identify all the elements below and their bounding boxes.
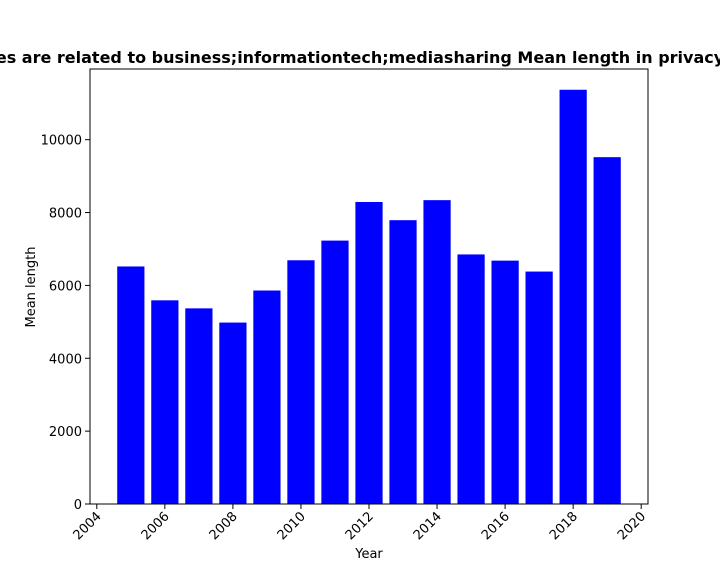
bar-2016 [491,260,519,504]
x-tick-label: 2006 [139,509,173,543]
bar-2008 [219,322,247,504]
bar-2009 [253,290,281,504]
bar-2005 [117,266,145,504]
y-tick-label: 2000 [49,425,82,440]
x-tick-label: 2016 [479,509,513,543]
y-tick-label: 0 [74,498,82,513]
bar-2018 [559,89,587,505]
bar-2012 [355,201,383,505]
y-tick-label: 8000 [49,207,82,222]
y-tick-label: 10000 [41,134,82,149]
bar-2007 [185,308,213,504]
x-tick-label: 2014 [411,509,445,543]
y-axis-ticks: 0 2000 4000 6000 8000 10000 [41,134,90,513]
x-axis-label: Year [354,547,383,562]
bar-2010 [287,260,315,504]
bar-2013 [389,220,417,504]
y-tick-label: 4000 [49,352,82,367]
x-axis-ticks: 2004 2006 2008 2010 2012 2014 2016 2018 2020 [71,504,649,543]
x-tick-label: 2012 [343,509,377,543]
x-tick-label: 2010 [275,509,309,543]
bars [117,89,621,505]
bar-2006 [151,300,179,504]
bar-2019 [593,157,621,505]
bar-2014 [423,200,451,504]
y-tick-label: 6000 [49,279,82,294]
x-tick-label: 2020 [615,509,649,543]
bar-2015 [457,254,485,504]
x-tick-label: 2004 [71,509,105,543]
x-tick-label: 2008 [207,509,241,543]
chart-title: es are related to business;informationte… [0,48,720,67]
y-axis-label: Mean length [24,247,39,328]
bar-2017 [525,271,553,504]
x-tick-label: 2018 [547,509,581,543]
bar-2011 [321,240,349,504]
